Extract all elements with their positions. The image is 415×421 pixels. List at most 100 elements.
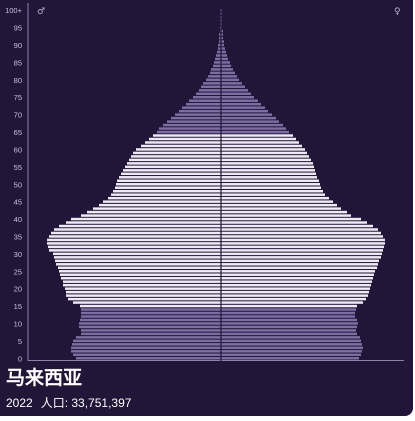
age-tick-label: 15 [14, 302, 22, 311]
age-tick-label: 95 [14, 24, 22, 33]
male-bar-age-45 [103, 200, 221, 203]
female-bar-age-45 [221, 200, 333, 203]
male-bar-age-68 [167, 120, 221, 123]
female-bar-age-37 [221, 228, 378, 231]
age-tick-label: 65 [14, 128, 22, 137]
female-bar-age-27 [221, 263, 378, 266]
female-bar-age-89 [221, 47, 225, 50]
female-bar-age-10 [221, 322, 358, 325]
female-bar-age-32 [221, 245, 384, 249]
female-bar-age-14 [221, 308, 356, 311]
female-bar-age-4 [221, 343, 362, 346]
female-bar-age-15 [221, 304, 357, 308]
male-bar-age-33 [47, 242, 221, 245]
male-bar-age-49 [115, 186, 221, 189]
female-bar-age-61 [221, 144, 302, 148]
female-bar-age-68 [221, 120, 279, 123]
country-info: 马来西亚 2022 人口: 33,751,397 [6, 368, 139, 410]
male-bar-age-20 [65, 287, 221, 290]
male-bar-age-24 [60, 273, 221, 276]
population-label: 人口: 33,751,397 [40, 396, 132, 410]
male-bar-age-43 [93, 207, 221, 210]
female-bar-age-92 [221, 36, 223, 40]
female-bar-age-0 [221, 357, 359, 360]
female-bar-age-69 [221, 116, 276, 120]
female-bar-age-80 [221, 78, 239, 82]
female-bar-age-38 [221, 224, 373, 228]
male-bar-age-6 [76, 336, 221, 339]
female-bar-age-24 [221, 273, 374, 276]
male-bar-age-60 [136, 148, 221, 151]
male-bar-age-10 [79, 322, 221, 325]
male-bar-age-92 [219, 36, 221, 40]
male-bar-age-89 [218, 47, 221, 50]
age-tick-label: 90 [14, 41, 22, 50]
age-tick-label: 75 [14, 93, 22, 102]
age-ticks: 0 5 10 15 20 25 30 35 40 45 50 55 60 65 70 75 80 85 90 95 10… [5, 6, 23, 363]
male-bar-age-75 [193, 96, 221, 99]
male-bar-age-67 [163, 123, 221, 127]
female-bar-age-63 [221, 137, 296, 141]
male-bar-age-51 [117, 179, 221, 183]
male-bar-age-37 [54, 228, 221, 231]
age-tick-label: 80 [14, 76, 22, 85]
age-tick-label: 45 [14, 198, 22, 207]
male-bar-age-26 [58, 266, 221, 270]
female-bar-age-67 [221, 123, 283, 127]
male-bar-age-9 [79, 325, 221, 329]
age-tick-label: 30 [14, 250, 22, 259]
female-bar-age-88 [221, 50, 226, 54]
age-tick-label: 55 [14, 163, 22, 172]
male-bar-age-76 [196, 92, 221, 96]
male-bar-age-50 [116, 183, 221, 186]
male-bar-age-29 [54, 256, 221, 259]
female-bar-age-76 [221, 92, 251, 96]
female-bar-age-71 [221, 109, 268, 113]
male-bar-age-87 [216, 54, 221, 57]
male-bar-age-21 [63, 283, 221, 287]
male-bar-age-55 [125, 165, 221, 169]
female-bar-age-82 [221, 71, 235, 75]
female-bar-age-21 [221, 283, 371, 287]
male-bar-age-31 [49, 249, 221, 252]
male-bar-age-40 [71, 217, 221, 221]
male-bar-age-25 [59, 270, 221, 273]
female-bar-age-65 [221, 130, 289, 134]
male-bar-age-48 [113, 189, 221, 193]
age-tick-label: 85 [14, 58, 22, 67]
male-bar-age-12 [81, 315, 221, 318]
female-bar-age-6 [221, 336, 360, 339]
male-bar-age-1 [73, 353, 221, 357]
female-bar-age-60 [221, 148, 305, 151]
female-bar-age-3 [221, 346, 363, 350]
male-bar-age-61 [141, 144, 221, 148]
female-bar-age-20 [221, 287, 370, 290]
male-bar-age-5 [73, 339, 221, 343]
female-bar-age-1 [221, 353, 361, 357]
female-bar-age-62 [221, 141, 299, 144]
year-label: 2022 [6, 396, 33, 410]
female-bar-age-52 [221, 176, 317, 179]
male-bar-age-91 [219, 40, 221, 43]
male-bar-age-52 [119, 176, 221, 179]
age-tick-label: 100+ [5, 6, 23, 15]
female-bar-age-42 [221, 210, 347, 214]
female-bar-age-23 [221, 276, 373, 280]
male-bar-age-39 [66, 221, 221, 224]
country-title: 马来西亚 [6, 368, 83, 389]
male-bar-age-35 [49, 235, 221, 238]
female-bar-age-2 [221, 350, 362, 353]
male-bar-age-56 [127, 162, 221, 165]
male-symbol: ♂ [37, 7, 45, 17]
female-bar-age-12 [221, 315, 355, 318]
female-bar-age-49 [221, 186, 321, 189]
male-bar-age-53 [121, 172, 221, 176]
female-bar-age-93 [221, 33, 223, 36]
male-bar-age-71 [179, 109, 221, 113]
female-bar-age-36 [221, 231, 381, 235]
male-bar-age-82 [210, 71, 221, 75]
male-bar-age-19 [66, 290, 221, 294]
female-bar-age-79 [221, 82, 242, 85]
female-bar-age-64 [221, 134, 293, 137]
male-bar-age-38 [59, 224, 221, 228]
